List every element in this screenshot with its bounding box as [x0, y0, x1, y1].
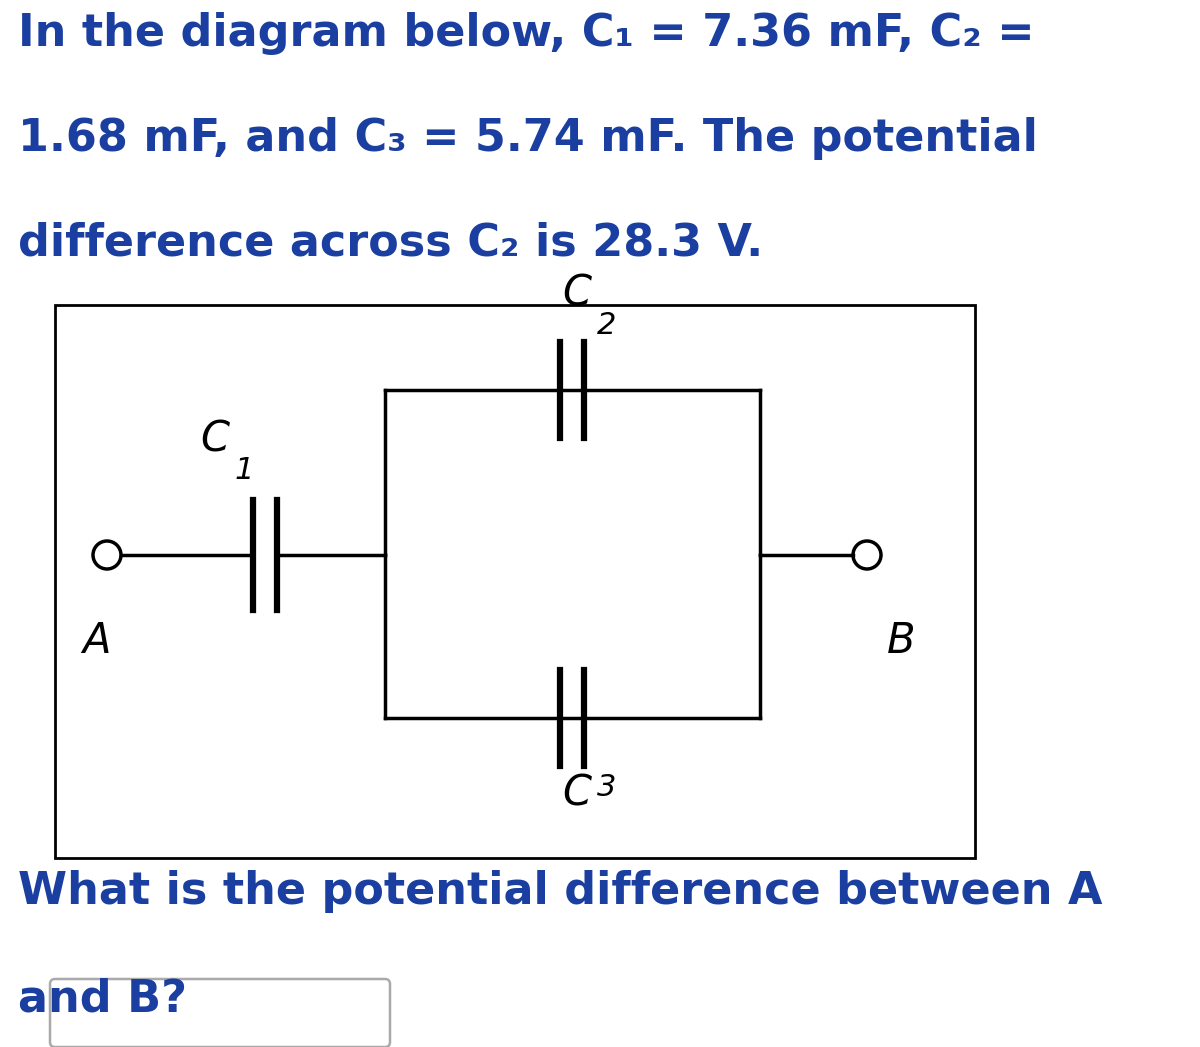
Text: C: C — [562, 773, 592, 815]
Text: C: C — [200, 418, 229, 460]
Bar — [55, 305, 974, 857]
Text: In the diagram below, C₁ = 7.36 mF, C₂ =: In the diagram below, C₁ = 7.36 mF, C₂ = — [18, 12, 1034, 55]
Text: B: B — [887, 620, 916, 662]
Text: 1: 1 — [235, 456, 254, 485]
Text: A: A — [82, 620, 110, 662]
Text: 3: 3 — [598, 773, 617, 802]
Text: 1.68 mF, and C₃ = 5.74 mF. The potential: 1.68 mF, and C₃ = 5.74 mF. The potential — [18, 117, 1038, 160]
Text: What is the potential difference between A: What is the potential difference between… — [18, 870, 1103, 913]
Text: C: C — [562, 273, 592, 315]
FancyBboxPatch shape — [50, 979, 390, 1047]
Text: and B?: and B? — [18, 978, 187, 1021]
Text: 2: 2 — [598, 311, 617, 340]
Text: difference across C₂ is 28.3 V.: difference across C₂ is 28.3 V. — [18, 222, 763, 265]
